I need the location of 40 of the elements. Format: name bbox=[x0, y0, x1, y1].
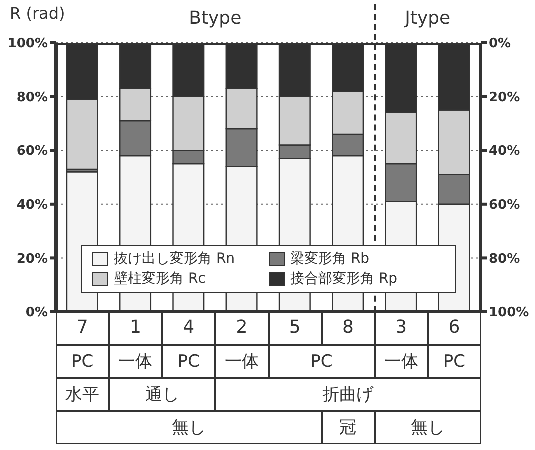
text: Btype bbox=[189, 8, 242, 29]
x-tick-label: 2 bbox=[236, 316, 248, 338]
text: 一体 bbox=[374, 345, 428, 378]
text: PC bbox=[428, 345, 481, 378]
y-tick-label: 40% bbox=[16, 198, 48, 214]
y-tick-label: 0% bbox=[26, 306, 48, 321]
text: 一体 bbox=[109, 345, 162, 378]
legend-label: 壁柱変形角 Rc bbox=[114, 270, 206, 288]
y2-tick-label: 0% bbox=[489, 36, 512, 52]
text: 通し bbox=[109, 378, 216, 411]
legend-label: 抜け出し変形角 Rn bbox=[114, 250, 236, 268]
text: 水平 bbox=[56, 378, 110, 411]
y2-tick-label: 80% bbox=[489, 252, 520, 267]
y-tick-label: 80% bbox=[16, 90, 48, 106]
legend-label: 接合部変形角 Rp bbox=[290, 270, 398, 288]
text: PC bbox=[56, 345, 110, 378]
y-tick-label: 100% bbox=[8, 36, 48, 52]
y2-tick-label: 40% bbox=[489, 144, 520, 160]
text: PC bbox=[162, 345, 216, 378]
y-tick-label: 60% bbox=[16, 144, 48, 160]
x-tick-label: 6 bbox=[448, 316, 460, 338]
text: 冠 bbox=[322, 411, 375, 444]
y2-tick-label: 20% bbox=[489, 90, 520, 106]
text: 一体 bbox=[215, 345, 268, 378]
x-tick-label: 8 bbox=[342, 316, 354, 338]
legend-label: 梁変形角 Rb bbox=[290, 250, 370, 268]
y2-tick-label: 60% bbox=[489, 198, 520, 214]
text: 無し bbox=[56, 411, 322, 444]
x-tick-label: 7 bbox=[76, 316, 88, 338]
y2-tick-label: 100% bbox=[489, 306, 530, 321]
x-tick-label: 1 bbox=[130, 316, 142, 338]
y-axis-title: R (rad) bbox=[10, 4, 66, 23]
y-tick-label: 20% bbox=[16, 252, 48, 267]
text: 無し bbox=[374, 411, 481, 444]
text: PC bbox=[268, 345, 375, 378]
text: 折曲げ bbox=[215, 378, 481, 411]
x-tick-label: 4 bbox=[183, 316, 195, 338]
x-tick-label: 5 bbox=[289, 316, 301, 338]
text: Jtype bbox=[403, 8, 452, 29]
x-tick-label: 3 bbox=[396, 316, 408, 338]
